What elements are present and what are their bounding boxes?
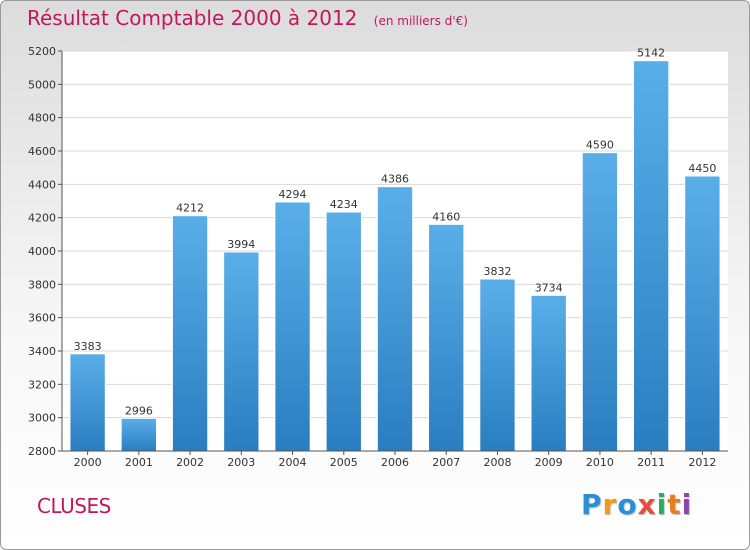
bar-2008 bbox=[479, 278, 516, 452]
chart-title-text: Résultat Comptable 2000 à 2012 bbox=[27, 6, 358, 30]
y-tick-label-3600: 3600 bbox=[28, 312, 56, 325]
y-tick-label-3400: 3400 bbox=[28, 345, 56, 358]
data-label-2010: 4590 bbox=[586, 139, 614, 152]
y-tick-label-3000: 3000 bbox=[28, 412, 56, 425]
data-label-2003: 3994 bbox=[227, 238, 255, 251]
bar-2001 bbox=[120, 417, 158, 452]
x-tick-label-2006: 2006 bbox=[381, 456, 409, 469]
x-tick-label-2007: 2007 bbox=[432, 456, 460, 469]
bar-2012 bbox=[684, 175, 721, 452]
chart-unit-note: (en milliers d'€) bbox=[373, 14, 468, 28]
logo-letter-0: P bbox=[581, 488, 603, 521]
x-tick-label-2009: 2009 bbox=[535, 456, 563, 469]
data-label-2012: 4450 bbox=[688, 162, 716, 175]
bar-2002 bbox=[171, 215, 209, 452]
labels: 2800 3000 3200 3400 3600 3800 4000 4200 4400 4600… bbox=[28, 45, 716, 469]
bar-2007 bbox=[428, 223, 465, 452]
y-tick-label-3200: 3200 bbox=[28, 378, 56, 391]
bar-2011 bbox=[632, 60, 670, 452]
y-tick-label-4400: 4400 bbox=[28, 178, 56, 191]
logo-letter-5: t bbox=[667, 488, 682, 521]
y-tick-label-5200: 5200 bbox=[28, 45, 56, 58]
logo-letter-4: i bbox=[656, 488, 668, 521]
bar-2000 bbox=[69, 353, 106, 452]
y-tick-label-3800: 3800 bbox=[28, 278, 56, 291]
x-tick-label-2000: 2000 bbox=[74, 456, 102, 469]
x-tick-label-2011: 2011 bbox=[637, 456, 665, 469]
y-tick-label-4000: 4000 bbox=[28, 245, 56, 258]
data-label-2001: 2996 bbox=[125, 404, 153, 417]
logo-letter-2: o bbox=[617, 488, 638, 521]
data-label-2006: 4386 bbox=[381, 173, 409, 186]
bar-2006 bbox=[376, 186, 414, 452]
logo-letter-1: r bbox=[602, 488, 618, 521]
data-label-2002: 4212 bbox=[176, 202, 204, 215]
bars bbox=[69, 60, 721, 452]
x-tick-label-2008: 2008 bbox=[483, 456, 511, 469]
x-tick-label-2002: 2002 bbox=[176, 456, 204, 469]
y-tick-label-4600: 4600 bbox=[28, 145, 56, 158]
data-label-2007: 4160 bbox=[432, 210, 460, 223]
bar-2009 bbox=[530, 294, 567, 452]
bar-2005 bbox=[325, 211, 362, 452]
data-label-2000: 3383 bbox=[74, 340, 102, 353]
data-label-2009: 3734 bbox=[535, 281, 563, 294]
x-tick-label-2004: 2004 bbox=[279, 456, 307, 469]
logo-letter-3: x bbox=[637, 488, 657, 521]
y-tick-label-4200: 4200 bbox=[28, 212, 56, 225]
x-tick-label-2005: 2005 bbox=[330, 456, 358, 469]
data-label-2011: 5142 bbox=[637, 47, 665, 60]
logo-letter-6: i bbox=[681, 488, 693, 521]
data-label-2004: 4294 bbox=[279, 188, 307, 201]
y-tick-label-4800: 4800 bbox=[28, 112, 56, 125]
bar-2004 bbox=[274, 201, 311, 452]
chart-title: Résultat Comptable 2000 à 2012 (en milli… bbox=[27, 6, 468, 30]
bar-2003 bbox=[223, 251, 260, 452]
location-label: CLUSES bbox=[37, 494, 111, 518]
data-label-2008: 3832 bbox=[483, 265, 511, 278]
axes bbox=[58, 50, 728, 455]
bar-2010 bbox=[581, 152, 619, 452]
data-label-2005: 4234 bbox=[330, 198, 358, 211]
y-tick-label-2800: 2800 bbox=[28, 445, 56, 458]
x-tick-label-2010: 2010 bbox=[586, 456, 614, 469]
y-tick-label-5000: 5000 bbox=[28, 78, 56, 91]
proxiti-logo: Proxiti bbox=[581, 488, 692, 521]
x-tick-label-2003: 2003 bbox=[227, 456, 255, 469]
x-tick-label-2001: 2001 bbox=[125, 456, 153, 469]
x-tick-label-2012: 2012 bbox=[688, 456, 716, 469]
